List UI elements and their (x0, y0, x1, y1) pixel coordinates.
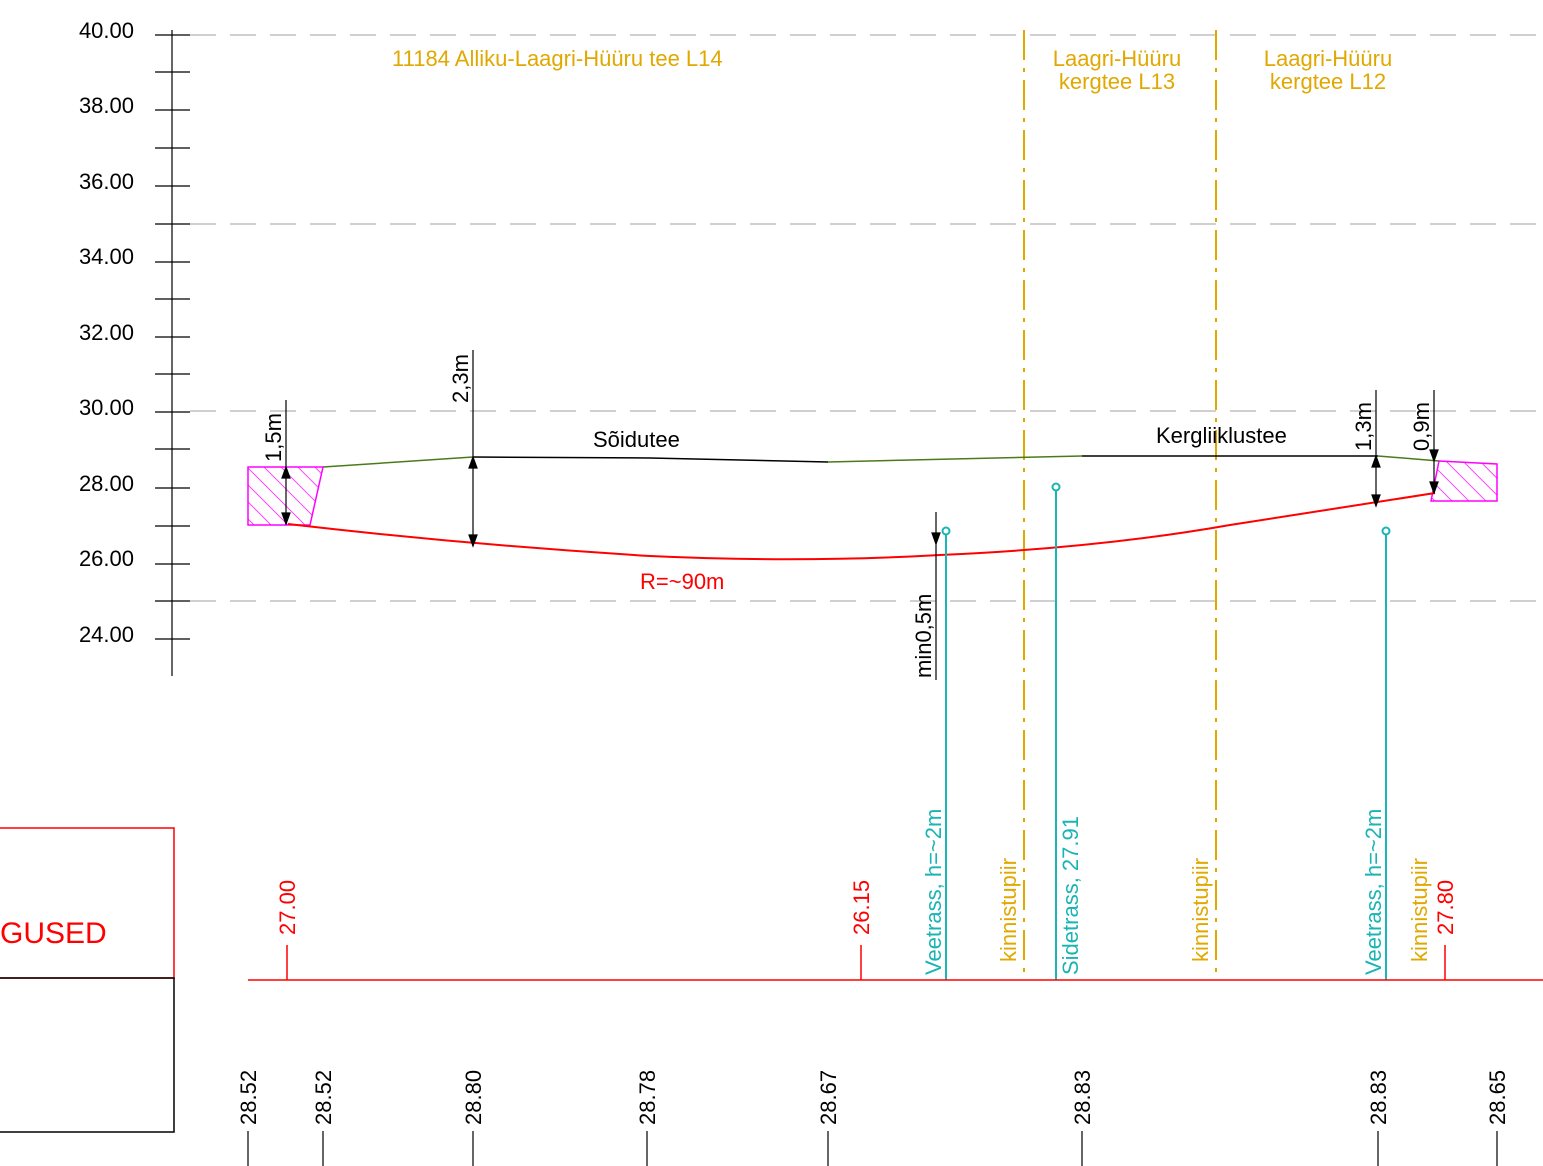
vertical-labels: 27.00 26.15 Veetrass, h=~2m kinnistupiir… (275, 809, 1458, 975)
l13-title-line2: kergtee L13 (1059, 69, 1175, 94)
legend-text: GUSED (0, 917, 107, 950)
bottom-value-ticks (247, 1131, 1498, 1166)
main-road-title: 11184 Alliku-Laagri-Hüüru tee L14 (392, 46, 723, 71)
dim-min-cover: min0,5m (911, 594, 936, 678)
carriageway-label: Sõidutee (593, 427, 680, 452)
dim-1-3m: 1,3m (1351, 402, 1376, 451)
axis-tick-labels: 40.00 38.00 36.00 34.00 32.00 30.00 28.0… (79, 18, 134, 647)
property-boundaries (1023, 30, 1217, 980)
l12-title-line2: kergtee L12 (1270, 69, 1386, 94)
section-titles: 11184 Alliku-Laagri-Hüüru tee L14 Laagri… (392, 46, 1392, 94)
boundary-1-label: kinnistupiir (996, 858, 1021, 962)
tick-label: 28.00 (79, 471, 134, 496)
elevation-label-27-00: 27.00 (275, 880, 300, 935)
tick-label: 40.00 (79, 18, 134, 43)
tick-label: 34.00 (79, 244, 134, 269)
tick-label: 24.00 (79, 622, 134, 647)
l13-title-line1: Laagri-Hüüru (1053, 46, 1181, 71)
right-slope-hatch (1430, 460, 1498, 502)
bottom-value: 28.80 (461, 1070, 486, 1125)
bottom-value: 28.78 (635, 1070, 660, 1125)
surface-line (322, 455, 1440, 468)
water-pipe-2-label: Veetrass, h=~2m (1361, 809, 1386, 975)
dim-2-3m: 2,3m (448, 354, 473, 403)
dim-1-5m: 1,5m (261, 413, 286, 462)
tick-label: 36.00 (79, 169, 134, 194)
bottom-value: 28.52 (311, 1070, 336, 1125)
l12-title-line1: Laagri-Hüüru (1264, 46, 1392, 71)
tick-label: 38.00 (79, 93, 134, 118)
grid-lines (190, 34, 1543, 602)
radius-label: R=~90m (640, 569, 724, 594)
bottom-value: 28.83 (1070, 1070, 1095, 1125)
tick-label: 26.00 (79, 546, 134, 571)
legend-box: GUSED (0, 827, 175, 1133)
bottom-value: 28.52 (236, 1070, 261, 1125)
curve-r90 (287, 492, 1436, 561)
elevation-label-27-80: 27.80 (1433, 880, 1458, 935)
tick-label: 32.00 (79, 320, 134, 345)
dimension-arrows (281, 350, 1439, 680)
utility-lines (941, 482, 1391, 980)
boundary-2-label: kinnistupiir (1188, 858, 1213, 962)
telecom-pipe-label: Sidetrass, 27.91 (1058, 816, 1083, 975)
bottom-value: 28.83 (1366, 1070, 1391, 1125)
elevation-label-26-15: 26.15 (849, 880, 874, 935)
dim-0-9m: 0,9m (1409, 402, 1434, 451)
tick-label: 30.00 (79, 395, 134, 420)
cycleway-label: Kergliiklustee (1156, 423, 1287, 448)
elevation-baseline (248, 945, 1543, 981)
bottom-value: 28.67 (816, 1070, 841, 1125)
elevation-axis (155, 30, 190, 676)
boundary-3-label: kinnistupiir (1407, 858, 1432, 962)
bottom-value: 28.65 (1485, 1070, 1510, 1125)
bottom-values: 28.52 28.52 28.80 28.78 28.67 28.83 28.8… (236, 1070, 1510, 1125)
water-pipe-1-label: Veetrass, h=~2m (921, 809, 946, 975)
